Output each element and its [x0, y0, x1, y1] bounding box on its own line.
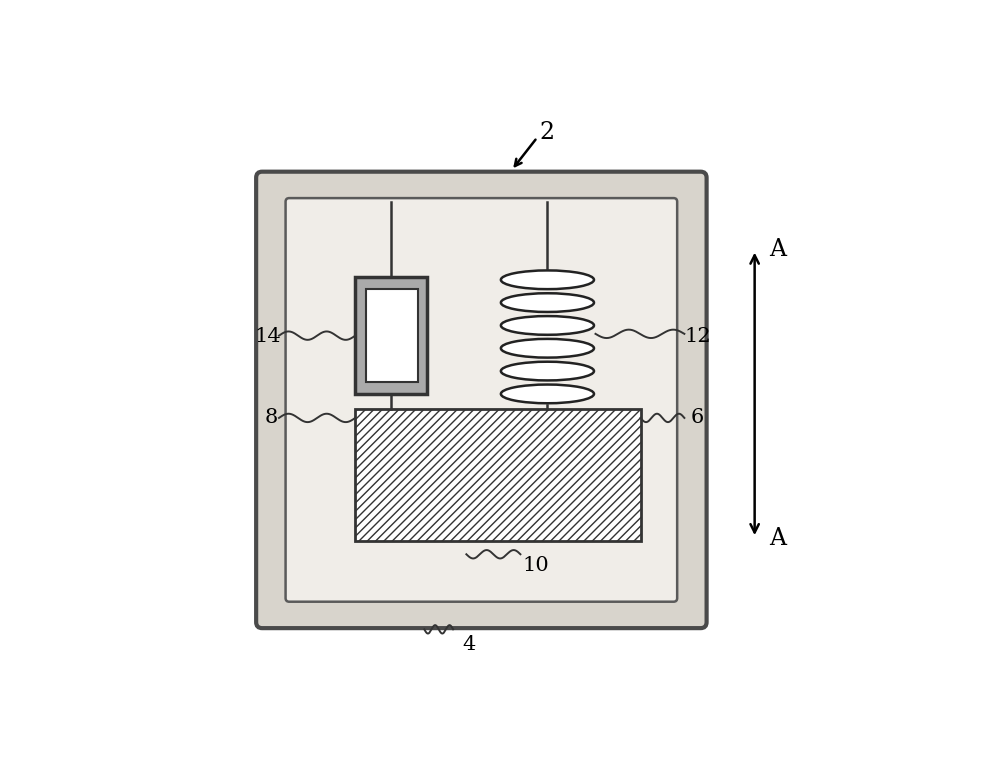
FancyBboxPatch shape	[286, 198, 678, 601]
Text: 2: 2	[540, 121, 555, 144]
Text: 12: 12	[684, 328, 711, 346]
Text: 8: 8	[265, 409, 278, 427]
Ellipse shape	[501, 385, 594, 403]
Bar	[355, 277, 428, 394]
Ellipse shape	[501, 362, 594, 381]
Bar	[366, 289, 418, 382]
Text: 4: 4	[462, 636, 476, 654]
Text: 6: 6	[691, 409, 704, 427]
Ellipse shape	[501, 316, 594, 335]
Text: A: A	[769, 238, 786, 261]
Ellipse shape	[501, 339, 594, 357]
Text: 14: 14	[255, 328, 282, 346]
Text: A: A	[769, 526, 786, 550]
Bar	[355, 409, 641, 541]
Ellipse shape	[501, 271, 594, 289]
Text: 10: 10	[522, 555, 549, 575]
Ellipse shape	[501, 293, 594, 312]
FancyBboxPatch shape	[256, 172, 706, 628]
